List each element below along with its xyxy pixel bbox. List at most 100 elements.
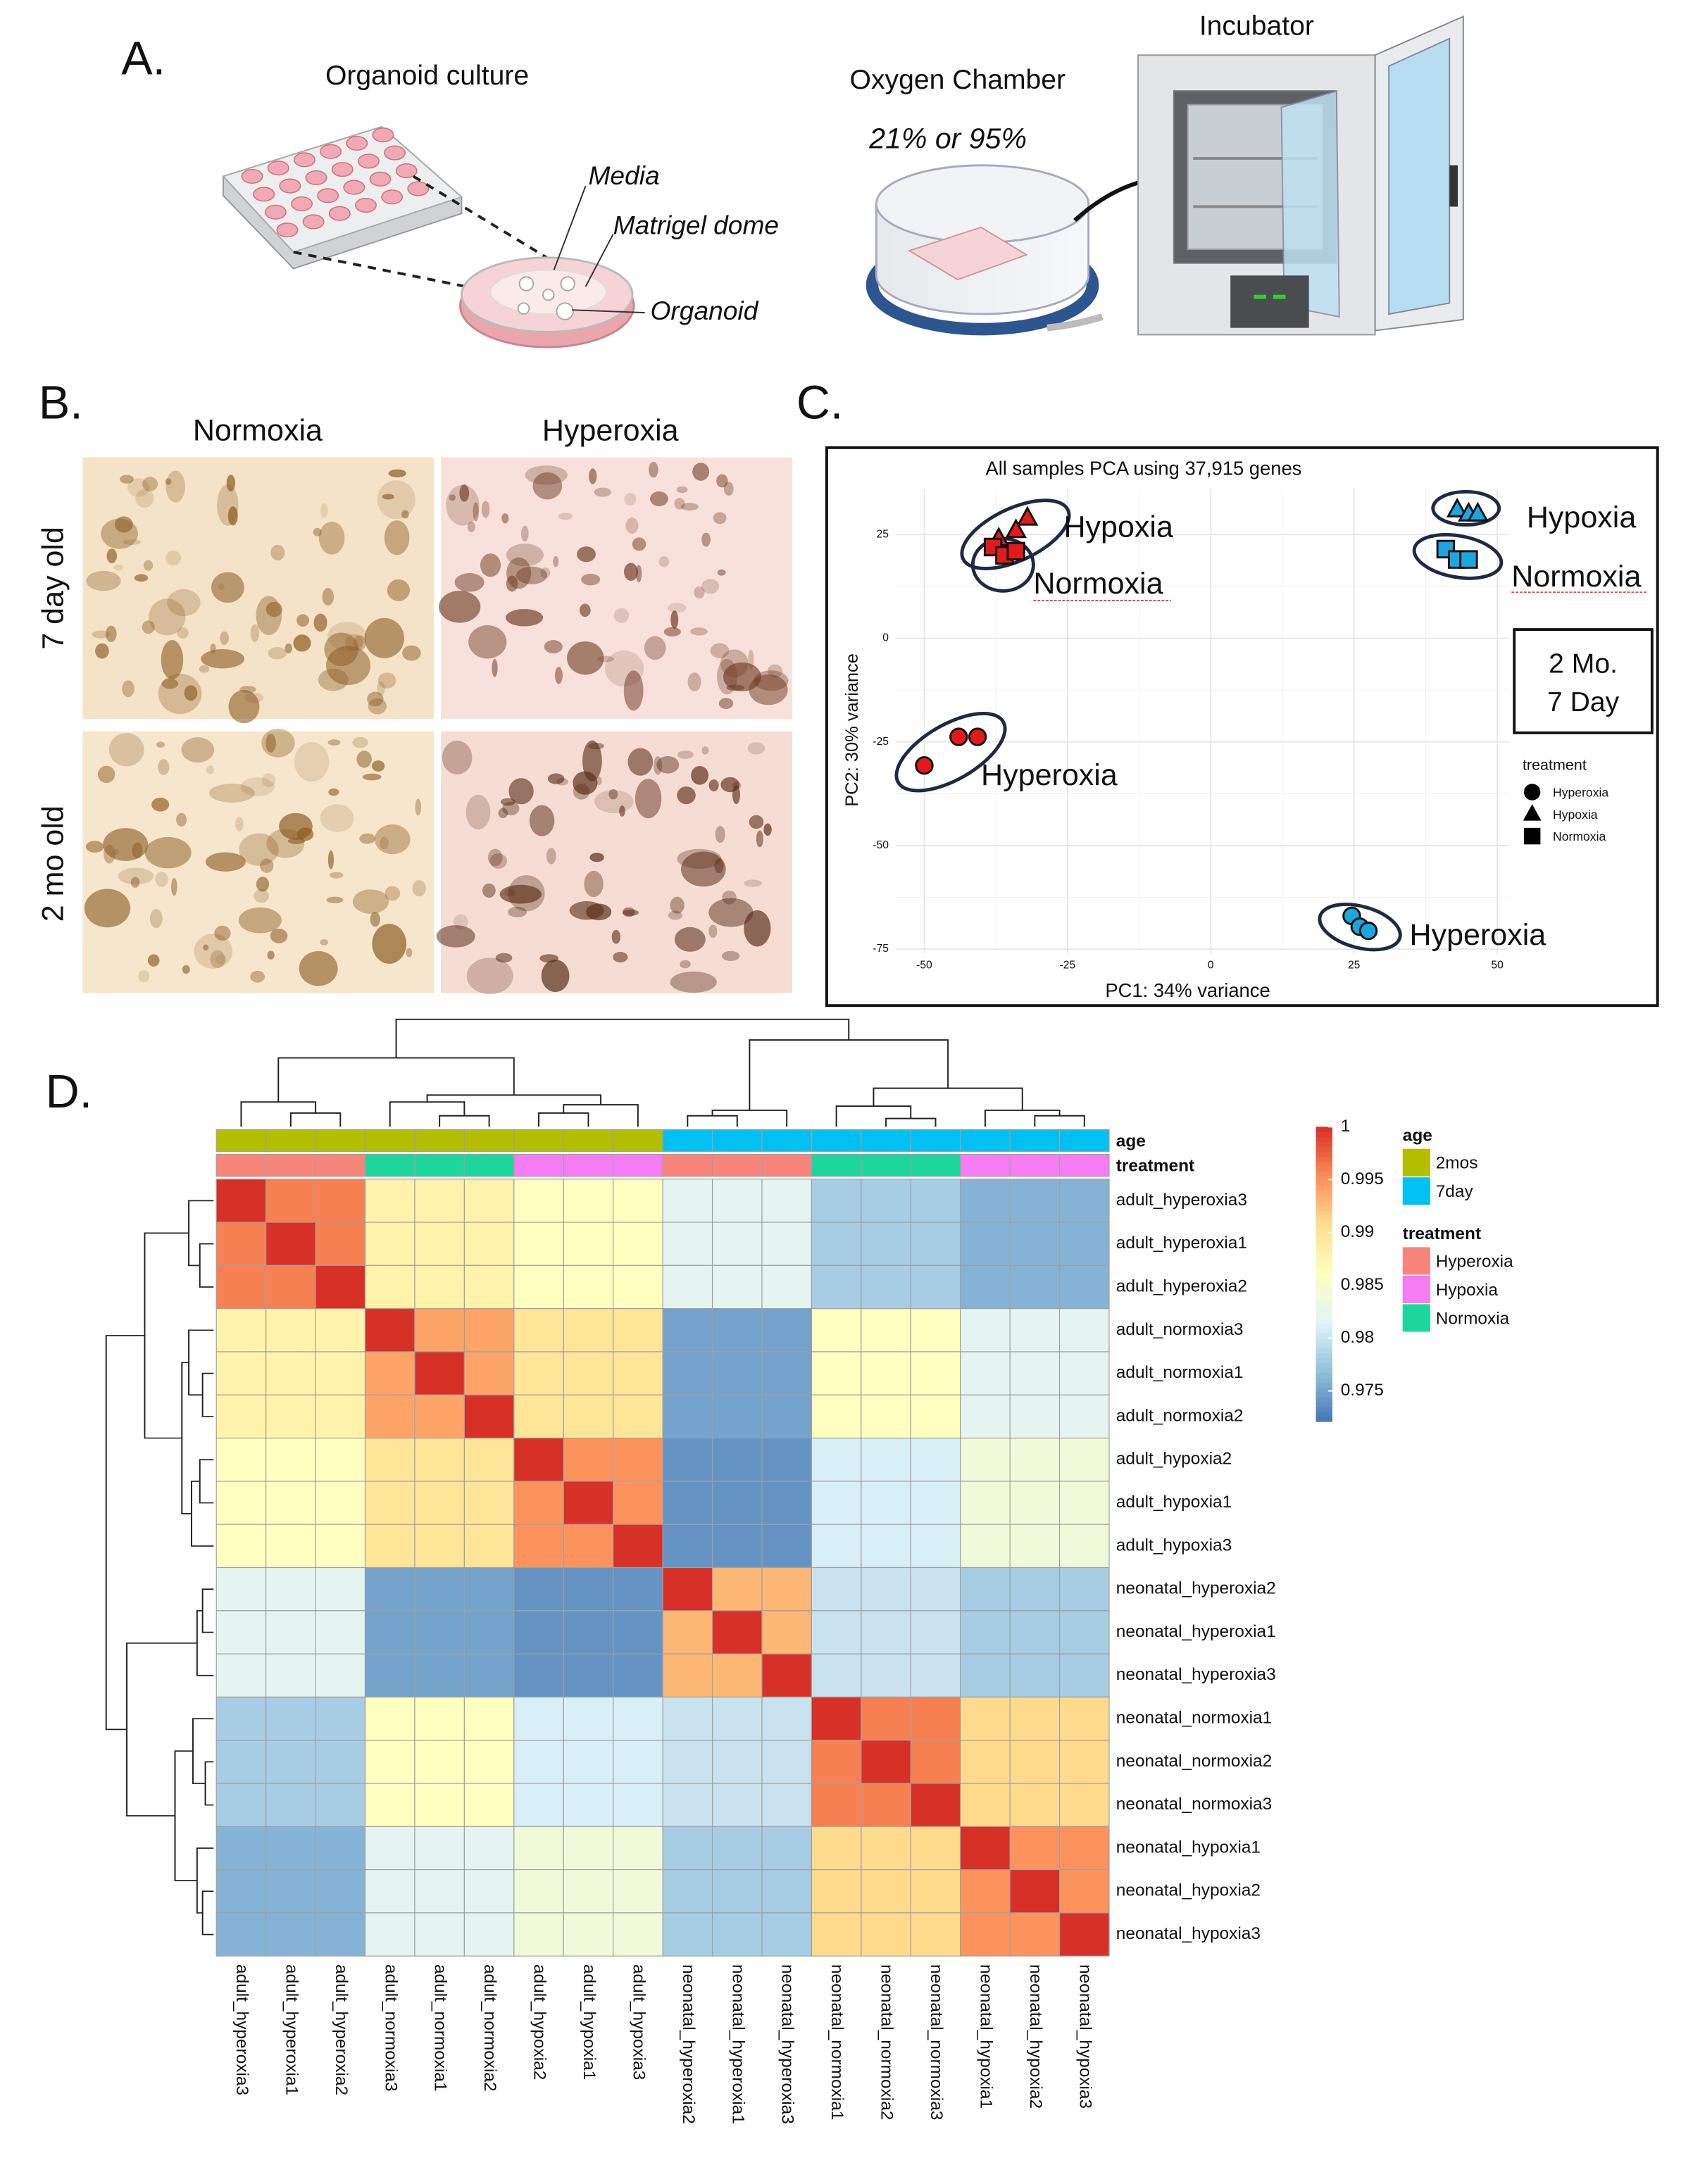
cluster-ellipse <box>960 498 1071 570</box>
point <box>949 727 968 746</box>
point <box>1523 784 1541 801</box>
organoid-blob <box>261 772 276 788</box>
heatmap-cell <box>414 1826 465 1871</box>
heatmap-cell <box>1058 1264 1110 1310</box>
organoid-blob <box>492 658 498 677</box>
heatmap-cell <box>364 1653 415 1697</box>
heatmap-cell <box>215 1783 267 1827</box>
organoid-blob <box>320 503 328 517</box>
point <box>1446 497 1468 517</box>
heatmap-cell <box>910 1783 961 1827</box>
annotation-cell <box>315 1129 366 1153</box>
heatmap-cell <box>1058 1783 1110 1827</box>
color-key-label: 0.99 <box>1341 1222 1375 1241</box>
column-label: adult_normoxia1 <box>431 1964 450 2092</box>
organoid-blob <box>384 520 410 556</box>
row-label: neonatal_normoxia1 <box>1116 1708 1272 1727</box>
well <box>253 187 275 202</box>
organoid-blob <box>701 579 720 594</box>
heatmap-cell <box>265 1394 316 1439</box>
color-key-step <box>1316 1205 1332 1211</box>
heatmap-cell <box>910 1653 961 1697</box>
heatmap-cell <box>265 1222 316 1266</box>
annotation-cell <box>364 1129 415 1153</box>
heatmap-cell <box>414 1481 465 1525</box>
organoid-blob <box>529 805 555 836</box>
organoid-blob <box>692 463 710 481</box>
heatmap-cell <box>315 1524 366 1569</box>
heatmap-cell <box>315 1308 366 1353</box>
legend-label: Hypoxia <box>1436 1281 1499 1300</box>
row-label: adult_hyperoxia3 <box>1116 1191 1247 1210</box>
heatmap-cell <box>414 1783 465 1827</box>
well <box>372 127 394 143</box>
heatmap-cell <box>364 1179 415 1223</box>
heatmap-cell <box>513 1610 564 1655</box>
annotation-name: age <box>1116 1131 1146 1150</box>
panel-label: D. <box>46 1066 93 1118</box>
organoid-blob <box>227 506 238 526</box>
heatmap-cell <box>811 1264 862 1310</box>
organoid-blob <box>86 570 121 591</box>
heatmap-cell <box>613 1740 663 1784</box>
column-label: adult_hyperoxia2 <box>332 1964 351 2095</box>
organoid-blob <box>372 924 407 964</box>
organoid-blob <box>508 778 534 805</box>
column-label: neonatal_hyperoxia2 <box>679 1964 698 2124</box>
heatmap-cell <box>1058 1179 1110 1223</box>
annotation-cell <box>711 1153 763 1177</box>
organoid-blob <box>676 486 688 494</box>
column-label: neonatal_normoxia1 <box>827 1964 846 2120</box>
organoid-blob <box>701 746 709 755</box>
heatmap-cell <box>861 1308 911 1353</box>
row-label: neonatal_normoxia2 <box>1116 1752 1272 1771</box>
heatmap-cell <box>811 1394 862 1439</box>
organoid-blob <box>489 853 508 869</box>
heatmap-cell <box>414 1524 465 1569</box>
heatmap-cell <box>613 1567 663 1612</box>
well <box>384 145 406 161</box>
organoid-blob <box>687 672 701 691</box>
heatmap-cell <box>761 1179 813 1223</box>
heatmap-cell <box>960 1610 1011 1655</box>
heatmap-cell <box>761 1481 813 1525</box>
color-key-step <box>1316 1195 1332 1201</box>
organoid-blob <box>468 625 507 659</box>
organoid-blob <box>327 850 334 870</box>
color-key-step <box>1316 1293 1332 1300</box>
annotation-cell <box>761 1129 813 1153</box>
heatmap-cell <box>513 1308 564 1353</box>
heatmap-cell <box>215 1653 267 1697</box>
heatmap-cell <box>711 1610 763 1655</box>
heatmap-cell <box>613 1222 663 1266</box>
legend-swatch <box>1402 1304 1430 1332</box>
well <box>381 189 404 205</box>
column-dendrogram <box>240 1018 1085 1127</box>
heatmap-cell <box>811 1524 862 1569</box>
heatmap-cell <box>910 1437 961 1482</box>
heatmap-cell <box>1009 1783 1061 1827</box>
color-key-step <box>1316 1323 1332 1329</box>
organoid-blob <box>325 646 371 686</box>
color-key-step <box>1316 1303 1332 1310</box>
heatmap-cell <box>364 1308 415 1353</box>
organoid-blob <box>371 760 385 772</box>
heatmap-cell <box>563 1567 614 1612</box>
heatmap-cell <box>1058 1912 1110 1957</box>
organoid-blob <box>285 643 292 654</box>
organoid-blob <box>623 563 638 581</box>
heatmap-cell <box>315 1826 366 1871</box>
heatmap-cell <box>662 1826 713 1871</box>
organoid-blob <box>165 550 182 566</box>
heatmap-cell <box>563 1179 614 1223</box>
color-key-step <box>1316 1126 1332 1132</box>
heatmap-cell <box>563 1264 614 1310</box>
color-key-step <box>1316 1333 1332 1339</box>
heatmap-cell <box>613 1308 663 1353</box>
organoid-blob <box>161 640 184 679</box>
annotation-cell <box>861 1153 911 1177</box>
heatmap-cell <box>910 1308 961 1353</box>
annotation-cell <box>613 1153 663 1177</box>
color-key-step <box>1316 1239 1332 1245</box>
organoid-blob <box>328 788 339 796</box>
